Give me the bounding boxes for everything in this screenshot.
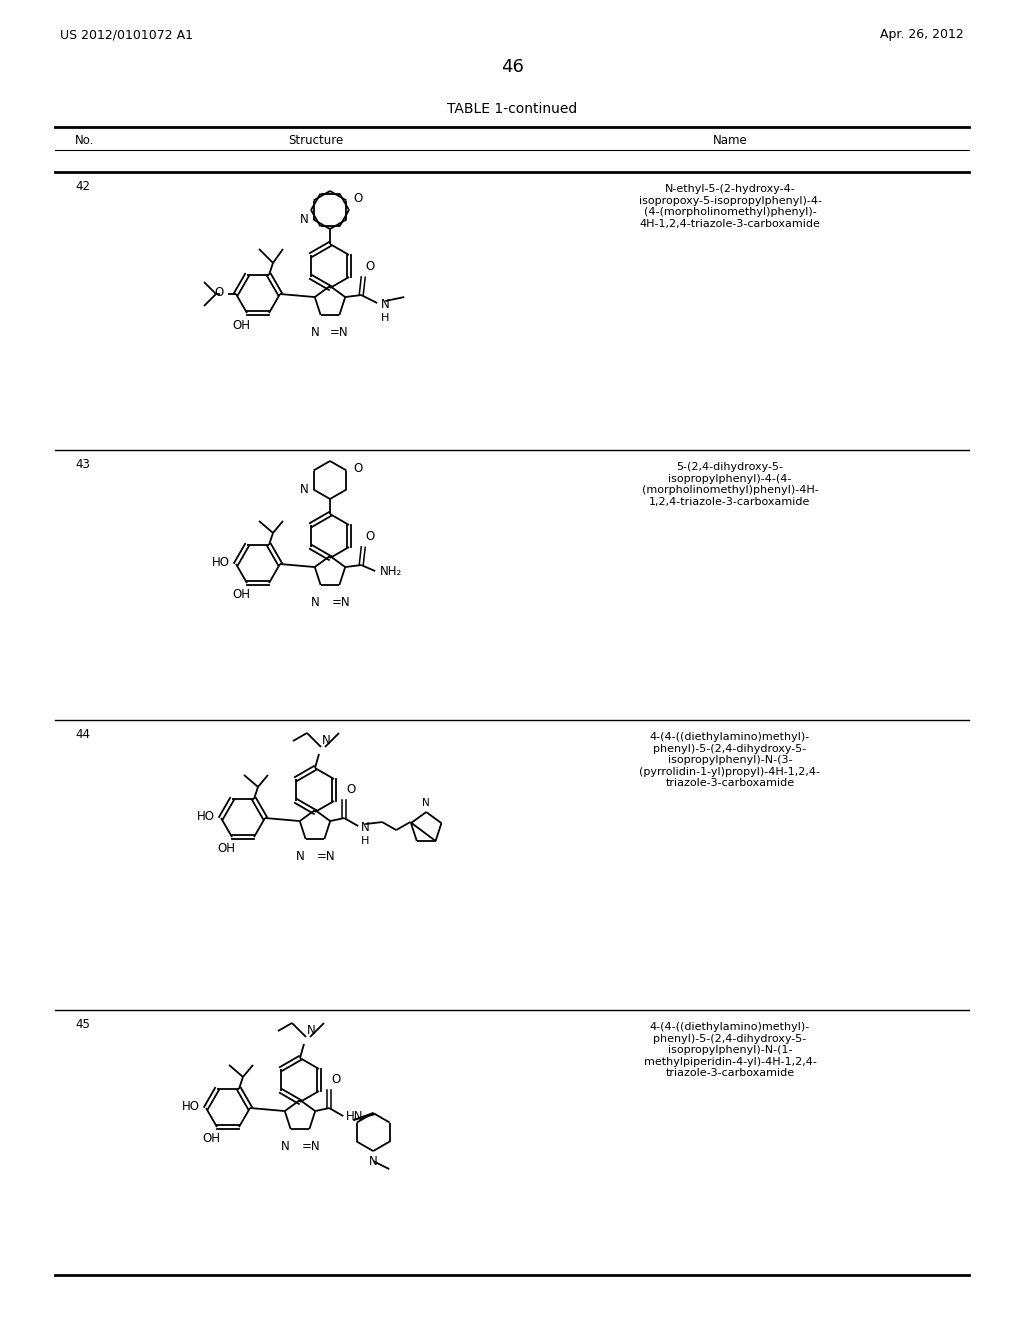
Text: 43: 43 xyxy=(75,458,90,471)
Text: Structure: Structure xyxy=(289,135,344,148)
Text: N: N xyxy=(307,1024,315,1038)
Text: No.: No. xyxy=(75,135,94,148)
Text: N: N xyxy=(369,1155,378,1168)
Text: 4-(4-((diethylamino)methyl)-
phenyl)-5-(2,4-dihydroxy-5-
isopropylphenyl)-N-(1-
: 4-(4-((diethylamino)methyl)- phenyl)-5-(… xyxy=(643,1022,816,1078)
Text: O: O xyxy=(366,531,375,543)
Text: HO: HO xyxy=(197,809,215,822)
Text: OH: OH xyxy=(202,1133,220,1144)
Text: N-ethyl-5-(2-hydroxy-4-
isopropoxy-5-isopropylphenyl)-4-
(4-(morpholinomethyl)ph: N-ethyl-5-(2-hydroxy-4- isopropoxy-5-iso… xyxy=(639,183,821,228)
Text: N: N xyxy=(300,483,308,496)
Text: O: O xyxy=(331,1073,340,1086)
Text: =N: =N xyxy=(330,326,348,339)
Text: HO: HO xyxy=(182,1100,200,1113)
Text: OH: OH xyxy=(232,587,250,601)
Text: Name: Name xyxy=(713,135,748,148)
Text: N: N xyxy=(311,597,319,609)
Text: =N: =N xyxy=(302,1140,321,1152)
Text: N: N xyxy=(422,799,430,808)
Text: 46: 46 xyxy=(501,58,523,77)
Text: HN: HN xyxy=(346,1110,364,1122)
Text: Apr. 26, 2012: Apr. 26, 2012 xyxy=(881,28,964,41)
Text: 4-(4-((diethylamino)methyl)-
phenyl)-5-(2,4-dihydroxy-5-
isopropylphenyl)-N-(3-
: 4-(4-((diethylamino)methyl)- phenyl)-5-(… xyxy=(640,733,820,788)
Text: O: O xyxy=(366,260,375,273)
Text: N: N xyxy=(300,213,308,226)
Text: H: H xyxy=(361,836,370,846)
Text: 5-(2,4-dihydroxy-5-
isopropylphenyl)-4-(4-
(morpholinomethyl)phenyl)-4H-
1,2,4-t: 5-(2,4-dihydroxy-5- isopropylphenyl)-4-(… xyxy=(642,462,818,507)
Text: N: N xyxy=(361,821,370,833)
Text: OH: OH xyxy=(217,842,234,855)
Text: N: N xyxy=(311,326,319,339)
Text: O: O xyxy=(353,462,362,475)
Text: N: N xyxy=(381,297,390,310)
Text: N: N xyxy=(282,1140,290,1152)
Text: 42: 42 xyxy=(75,180,90,193)
Text: O: O xyxy=(346,783,355,796)
Text: N: N xyxy=(296,850,305,863)
Text: US 2012/0101072 A1: US 2012/0101072 A1 xyxy=(60,28,193,41)
Text: NH₂: NH₂ xyxy=(380,565,402,578)
Text: 45: 45 xyxy=(75,1018,90,1031)
Text: OH: OH xyxy=(232,319,250,333)
Text: H: H xyxy=(381,313,389,323)
Text: HO: HO xyxy=(212,556,230,569)
Text: TABLE 1-continued: TABLE 1-continued xyxy=(446,102,578,116)
Text: O: O xyxy=(215,286,224,300)
Text: =N: =N xyxy=(332,597,350,609)
Text: N: N xyxy=(322,734,331,747)
Text: =N: =N xyxy=(317,850,336,863)
Text: O: O xyxy=(353,191,362,205)
Text: 44: 44 xyxy=(75,729,90,741)
